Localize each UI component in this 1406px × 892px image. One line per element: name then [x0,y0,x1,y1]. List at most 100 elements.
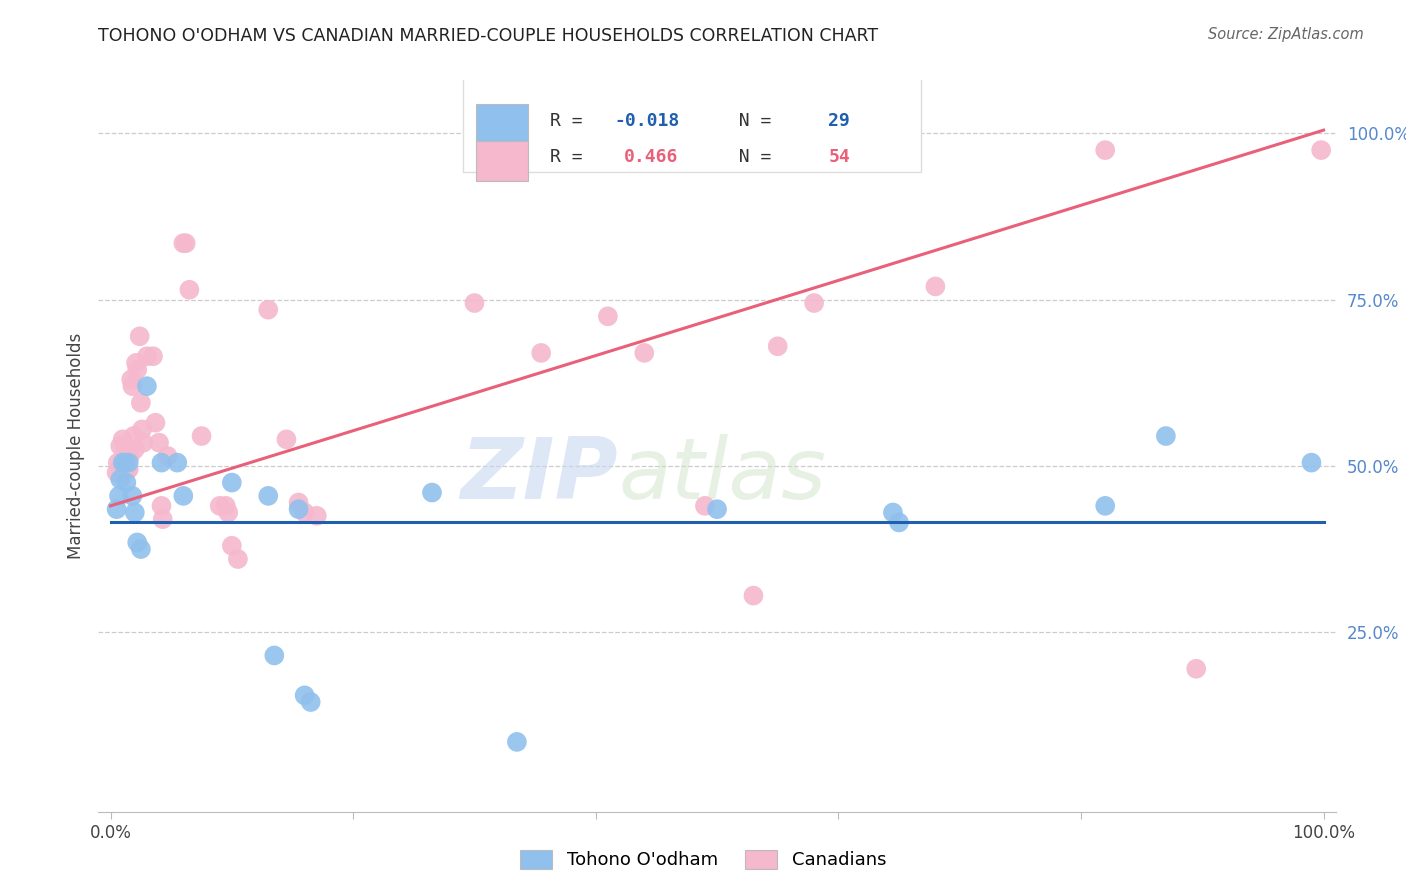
Point [129,396,152,410]
Point [1185,662,1208,676]
Point [924,279,946,293]
Point [105,502,128,516]
Text: R =: R = [550,112,593,129]
Point [693,499,716,513]
Point [221,539,243,553]
Point [120,372,142,386]
Point [263,648,285,663]
Point [114,456,136,470]
Point [108,489,131,503]
Point [226,552,249,566]
Point [107,456,129,470]
Point [166,456,188,470]
Point [215,499,238,513]
Point [257,302,280,317]
Point [115,475,138,490]
Point [1154,429,1177,443]
Point [131,422,153,436]
FancyBboxPatch shape [464,77,921,171]
Point [1094,143,1116,157]
Point [766,339,789,353]
Point [633,346,655,360]
Point [118,456,141,470]
Y-axis label: Married-couple Households: Married-couple Households [66,333,84,559]
Text: ZIP: ZIP [460,434,619,516]
Point [190,429,212,443]
Point [132,435,155,450]
Point [882,506,904,520]
Point [294,689,316,703]
Point [127,535,149,549]
Point [887,516,910,530]
Point [125,356,148,370]
Point [221,475,243,490]
Point [122,429,145,443]
Point [524,143,547,157]
Point [150,456,173,470]
Text: N =: N = [717,148,782,166]
Point [124,506,146,520]
Text: 0.466: 0.466 [624,148,679,166]
Point [148,435,170,450]
Point [506,735,529,749]
Point [111,456,134,470]
Point [129,542,152,557]
Point [276,433,298,447]
Point [118,449,141,463]
Point [145,416,167,430]
Point [287,502,309,516]
Point [156,449,179,463]
Point [118,462,141,476]
Point [121,489,143,503]
Point [128,329,150,343]
Bar [475,141,527,181]
Text: R =: R = [550,148,605,166]
Point [152,512,174,526]
Point [287,495,309,509]
Text: 29: 29 [828,112,851,129]
Point [124,442,146,457]
Point [179,283,201,297]
Point [742,589,765,603]
Point [217,506,239,520]
Point [117,462,139,476]
Point [706,502,728,516]
Point [172,236,194,251]
Point [136,349,159,363]
Text: N =: N = [717,112,782,129]
Point [596,310,619,324]
Point [174,236,197,251]
Point [150,499,173,513]
Text: TOHONO O'ODHAM VS CANADIAN MARRIED-COUPLE HOUSEHOLDS CORRELATION CHART: TOHONO O'ODHAM VS CANADIAN MARRIED-COUPL… [98,27,879,45]
Point [1310,143,1333,157]
Point [530,346,553,360]
Point [887,143,910,157]
Point [115,445,138,459]
Point [136,379,159,393]
Point [463,296,485,310]
Point [803,296,825,310]
Point [105,466,128,480]
Point [294,506,316,520]
Point [305,508,328,523]
Text: atlas: atlas [619,434,827,516]
Point [142,349,165,363]
Point [111,433,134,447]
Point [110,472,132,486]
Bar [475,104,527,145]
Text: -0.018: -0.018 [614,112,679,129]
Text: 54: 54 [828,148,851,166]
Point [1094,499,1116,513]
Point [299,695,322,709]
Legend: Tohono O'odham, Canadians: Tohono O'odham, Canadians [510,841,896,879]
Point [420,485,443,500]
Point [121,379,143,393]
Point [257,489,280,503]
Point [1301,456,1323,470]
Text: Source: ZipAtlas.com: Source: ZipAtlas.com [1208,27,1364,42]
Point [208,499,231,513]
Point [114,442,136,457]
Point [172,489,194,503]
Point [127,362,149,376]
Point [110,439,132,453]
